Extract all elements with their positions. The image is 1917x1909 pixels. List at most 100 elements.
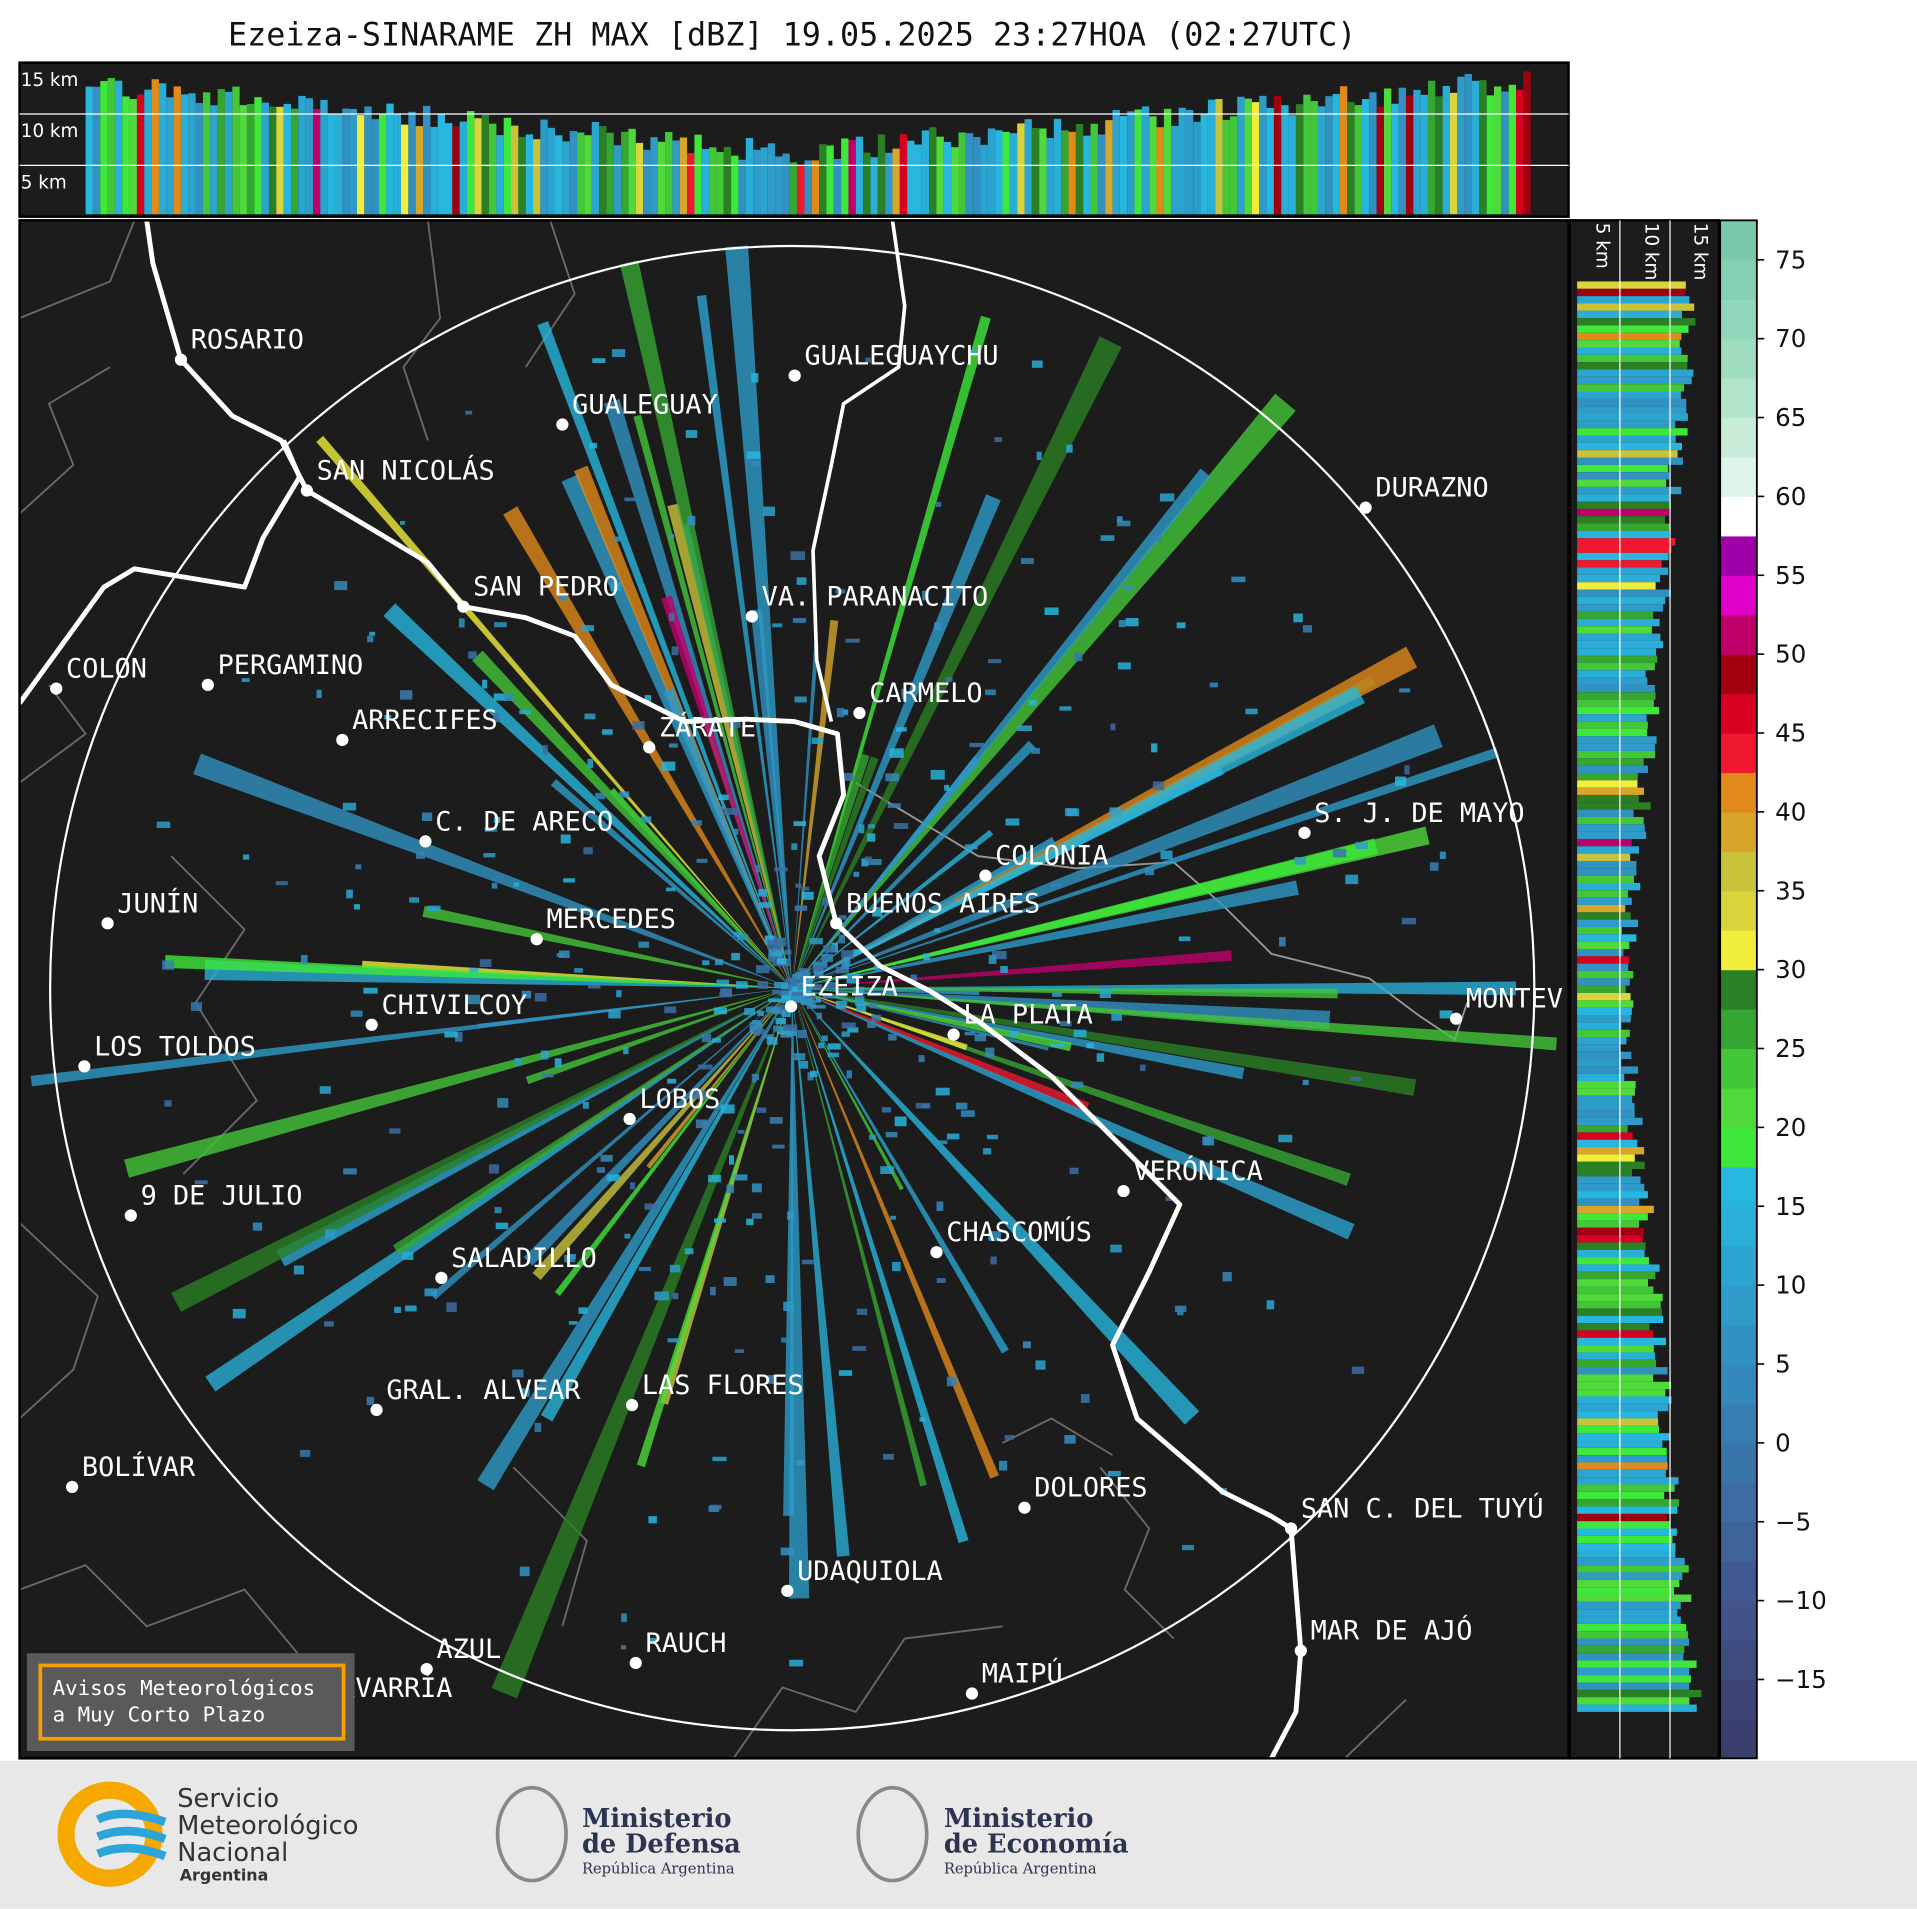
title: Ezeiza-SINARAME ZH MAX [dBZ] 19.05.2025 … [228,18,1356,54]
echo-row [1577,1403,1669,1412]
echo-ray [792,988,1090,1113]
city-label: EZEIZA [801,971,898,1002]
echo-speck [769,1117,783,1124]
echo-column [144,89,152,215]
echo-speck [1404,765,1410,775]
echo-speck [796,1460,805,1466]
echo-speck [669,612,675,622]
echo-column [577,132,585,215]
echo-speck [762,1034,774,1039]
echo-ray [696,294,793,989]
echo-row [1577,589,1671,597]
city-dot [623,1112,636,1126]
echo-speck [563,878,575,883]
echo-speck [801,891,814,900]
echo-column [151,79,159,215]
echo-speck [983,1148,992,1155]
echo-speck [985,1047,995,1058]
echo-row [1577,596,1666,605]
echo-column [1295,104,1304,215]
echo-column [1009,133,1018,215]
echo-column [789,162,798,215]
city-dot [965,1687,979,1700]
echo-row [1577,1022,1622,1030]
echo-row [1577,1594,1692,1602]
echo-row [1577,846,1639,854]
echo-column [555,135,563,215]
notice-frame [38,1663,346,1741]
echo-speck [596,1167,606,1173]
echo-row [1577,457,1683,465]
echo-speck [1125,618,1139,627]
echo-speck [620,1645,627,1650]
echo-ray [792,988,1200,1425]
echo-column [584,135,592,215]
echo-speck [692,820,702,827]
echo-speck [756,1107,767,1113]
city-label: C. DE ARECO [435,806,613,837]
echo-speck [845,638,860,643]
echo-row [1577,1484,1675,1492]
echo-speck [482,679,488,689]
color-step [1720,1521,1757,1562]
echo-ray [792,494,1001,989]
echo-column [298,95,306,215]
city-dot [556,418,569,431]
echo-speck [895,727,907,732]
echo-ray [792,740,1036,989]
echo-speck [503,693,514,702]
echo-speck [796,577,807,585]
echo-row [1577,1147,1645,1155]
echo-speck [751,373,759,383]
echo-speck [468,651,477,659]
echo-ray [383,603,793,989]
echo-speck [521,990,532,999]
echo-row [1577,670,1646,678]
echo-speck [534,1422,542,1433]
echo-speck [791,843,798,850]
echo-ray [554,988,793,1296]
echo-ray [792,988,1417,1096]
echo-column [393,113,402,215]
echo-speck [960,1110,975,1117]
echo-column [643,149,651,215]
echo-column [224,91,233,215]
echo-speck [794,1053,806,1061]
city-label: CARMELO [869,678,982,709]
logo-text: República Argentina [582,1860,735,1877]
echo-row [1577,728,1647,737]
echo-speck [1050,1043,1065,1048]
city-dot [947,1028,960,1041]
echo-speck [1332,848,1347,858]
echo-column [1163,108,1172,215]
echo-speck [733,828,739,835]
echo-ray [30,988,793,1087]
echo-speck [1096,1053,1105,1062]
echo-row [1577,1095,1633,1104]
echo-row [1577,508,1669,517]
echo-speck [787,1211,795,1220]
echo-speck [887,803,901,808]
echo-column [408,111,416,215]
color-step [1720,299,1757,340]
echo-column [826,145,834,215]
color-step [1720,969,1757,1010]
echo-speck [607,1174,621,1182]
echo-speck [520,1388,530,1397]
colorbar-tick-label: 15 [1775,1192,1806,1221]
echo-column [180,94,189,215]
echo-speck [827,1043,841,1050]
echo-speck [811,737,824,744]
echo-speck [936,1278,946,1283]
echo-speck [825,981,836,990]
echo-row [1577,1301,1661,1309]
echo-speck [556,953,565,957]
echo-column [305,98,313,215]
color-step [1720,1009,1757,1050]
echo-speck [252,1222,263,1231]
color-step [1720,693,1757,734]
echo-ray [792,988,850,1557]
map-content: ROSARIO GUALEGUAYCHU GUALEGUAY SAN NICOLÁS D… [19,220,1563,1759]
echo-ray [792,829,994,989]
echo-column [635,142,644,215]
